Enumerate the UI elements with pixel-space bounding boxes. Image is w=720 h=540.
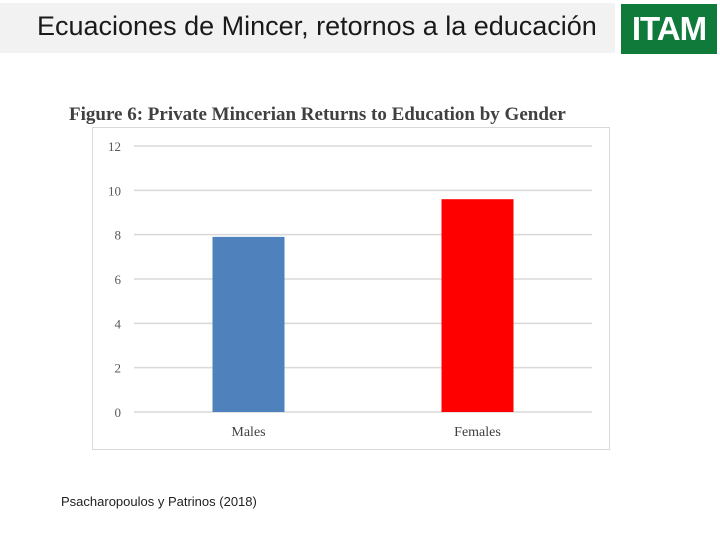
- x-axis-ticks: Males Females: [231, 425, 500, 440]
- chart-title: Figure 6: Private Mincerian Returns to E…: [69, 104, 566, 125]
- y-tick-label: 12: [108, 139, 121, 154]
- chart-frame: [92, 127, 610, 450]
- source-citation: Psacharopoulos y Patrinos (2018): [61, 494, 257, 509]
- logo-text: ITAM: [631, 10, 707, 47]
- itam-logo: ITAM: [621, 4, 717, 54]
- x-tick-label: Females: [454, 425, 501, 440]
- gridlines: [134, 145, 592, 413]
- x-tick-label: Males: [231, 425, 265, 440]
- bars: [212, 199, 514, 412]
- y-tick-label: 4: [115, 316, 122, 331]
- y-tick-label: 10: [108, 183, 121, 198]
- y-tick-label: 6: [115, 272, 122, 287]
- bar-chart: 0 2 4 6 8 10 12 Males Females: [108, 139, 592, 440]
- title-band: [0, 3, 615, 53]
- y-tick-label: 8: [115, 228, 122, 243]
- y-tick-label: 2: [115, 361, 122, 376]
- y-axis-ticks: 0 2 4 6 8 10 12: [108, 139, 122, 420]
- slide-title: Ecuaciones de Mincer, retornos a la educ…: [37, 11, 597, 41]
- bar-females: [441, 199, 514, 412]
- y-tick-label: 0: [115, 405, 122, 420]
- bar-males: [212, 236, 285, 412]
